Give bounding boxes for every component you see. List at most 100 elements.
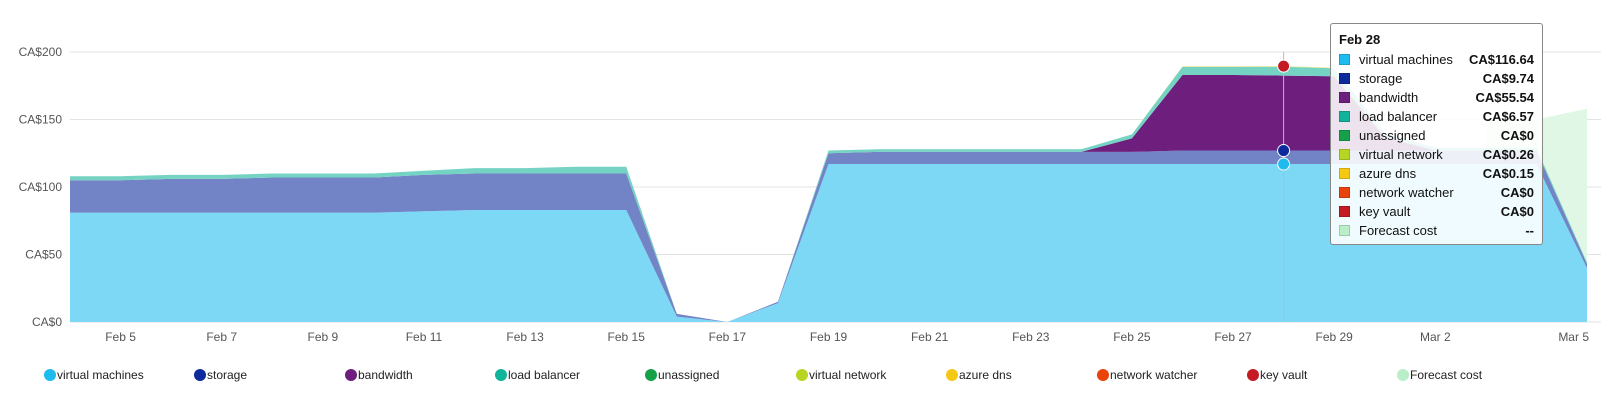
tooltip-series-name: storage — [1359, 71, 1403, 86]
legend-swatch — [194, 369, 206, 381]
x-tick-label: Feb 7 — [206, 330, 237, 344]
tooltip-series-value: -- — [1525, 223, 1534, 238]
tooltip-row: key vault CA$0 — [1339, 202, 1534, 221]
tooltip-series-name: network watcher — [1359, 185, 1454, 200]
legend-swatch — [44, 369, 56, 381]
tooltip-swatch — [1339, 73, 1350, 84]
x-tick-label: Feb 23 — [1012, 330, 1050, 344]
tooltip-row: network watcher CA$0 — [1339, 183, 1534, 202]
tooltip-row: unassigned CA$0 — [1339, 126, 1534, 145]
tooltip-series-value: CA$0.15 — [1482, 166, 1534, 181]
tooltip-swatch — [1339, 206, 1350, 217]
tooltip-series-value: CA$9.74 — [1482, 71, 1534, 86]
x-tick-label: Feb 25 — [1113, 330, 1151, 344]
tooltip-row: virtual machines CA$116.64 — [1339, 50, 1534, 69]
legend-swatch — [1097, 369, 1109, 381]
legend-item-bandwidth[interactable]: bandwidth — [345, 368, 413, 382]
tooltip-series-name: azure dns — [1359, 166, 1417, 181]
tooltip-row: storage CA$9.74 — [1339, 69, 1534, 88]
x-tick-label: Mar 5 — [1558, 330, 1589, 344]
tooltip-swatch — [1339, 54, 1350, 65]
x-tick-label: Feb 19 — [810, 330, 848, 344]
legend-swatch — [946, 369, 958, 381]
tooltip-series-value: CA$6.57 — [1482, 109, 1534, 124]
tooltip-swatch — [1339, 111, 1350, 122]
series-area-virtual-machines — [70, 164, 1587, 322]
legend-label: unassigned — [658, 368, 720, 382]
tooltip-series-name: load balancer — [1359, 109, 1438, 124]
legend-label: storage — [207, 368, 248, 382]
x-tick-label: Feb 15 — [608, 330, 646, 344]
tooltip-swatch — [1339, 92, 1350, 103]
legend-item-unassigned[interactable]: unassigned — [645, 368, 719, 382]
tooltip-row: Forecast cost -- — [1339, 221, 1534, 240]
x-tick-label: Feb 27 — [1214, 330, 1252, 344]
legend-item-load-balancer[interactable]: load balancer — [495, 368, 580, 382]
tooltip-series-name: virtual machines — [1359, 52, 1453, 67]
tooltip-row: virtual network CA$0.26 — [1339, 145, 1534, 164]
tooltip-row: azure dns CA$0.15 — [1339, 164, 1534, 183]
legend-label: Forecast cost — [1410, 368, 1483, 382]
legend-item-forecast-cost[interactable]: Forecast cost — [1397, 368, 1482, 382]
y-tick-label: CA$0 — [32, 315, 62, 329]
legend-item-virtual-machines[interactable]: virtual machines — [44, 368, 144, 382]
tooltip-row: bandwidth CA$55.54 — [1339, 88, 1534, 107]
tooltip-series-value: CA$0 — [1500, 204, 1534, 219]
chart-legend: virtual machines storage bandwidth load bal… — [0, 368, 1609, 388]
x-tick-label: Feb 29 — [1315, 330, 1353, 344]
x-tick-label: Feb 13 — [506, 330, 544, 344]
legend-swatch — [345, 369, 357, 381]
legend-label: key vault — [1260, 368, 1308, 382]
series-area-storage — [70, 150, 1587, 322]
tooltip-swatch — [1339, 130, 1350, 141]
hover-marker-storage — [1277, 144, 1291, 158]
legend-label: virtual machines — [57, 368, 144, 382]
x-tick-label: Feb 21 — [911, 330, 949, 344]
legend-swatch — [1247, 369, 1259, 381]
tooltip-series-value: CA$0.26 — [1482, 147, 1534, 162]
x-tick-label: Feb 5 — [105, 330, 136, 344]
tooltip-swatch — [1339, 168, 1350, 179]
y-tick-label: CA$150 — [19, 113, 63, 127]
legend-swatch — [495, 369, 507, 381]
tooltip-series-value: CA$0 — [1500, 185, 1534, 200]
tooltip-swatch — [1339, 187, 1350, 198]
tooltip-series-name: key vault — [1359, 204, 1411, 219]
legend-label: azure dns — [959, 368, 1012, 382]
legend-item-key-vault[interactable]: key vault — [1247, 368, 1307, 382]
tooltip-swatch — [1339, 149, 1350, 160]
hover-marker-virtual-machines — [1277, 157, 1291, 171]
legend-item-network-watcher[interactable]: network watcher — [1097, 368, 1197, 382]
y-tick-label: CA$200 — [19, 45, 63, 59]
y-tick-label: CA$100 — [19, 180, 63, 194]
x-tick-label: Mar 2 — [1420, 330, 1451, 344]
x-tick-label: Feb 17 — [709, 330, 747, 344]
tooltip-series-value: CA$55.54 — [1475, 90, 1534, 105]
tooltip-series-name: bandwidth — [1359, 90, 1419, 105]
series-area-bandwidth — [70, 74, 1587, 322]
tooltip-series-name: Forecast cost — [1359, 223, 1438, 238]
legend-label: bandwidth — [358, 368, 413, 382]
x-tick-label: Feb 11 — [406, 330, 443, 344]
x-tick-label: Feb 9 — [307, 330, 338, 344]
legend-swatch — [1397, 369, 1409, 381]
legend-item-storage[interactable]: storage — [194, 368, 247, 382]
legend-label: virtual network — [809, 368, 887, 382]
tooltip-swatch — [1339, 225, 1350, 236]
tooltip-series-value: CA$116.64 — [1468, 52, 1534, 67]
tooltip-series-value: CA$0 — [1500, 128, 1534, 143]
legend-label: network watcher — [1110, 368, 1198, 382]
tooltip-date: Feb 28 — [1339, 32, 1381, 47]
tooltip-row: load balancer CA$6.57 — [1339, 107, 1534, 126]
tooltip-series-name: unassigned — [1359, 128, 1426, 143]
legend-item-virtual-network[interactable]: virtual network — [796, 368, 886, 382]
legend-label: load balancer — [508, 368, 581, 382]
hover-tooltip: Feb 28 virtual machines CA$116.64 storage C… — [1330, 23, 1543, 245]
y-tick-label: CA$50 — [25, 248, 62, 262]
legend-swatch — [645, 369, 657, 381]
hover-marker-key-vault — [1277, 59, 1291, 73]
legend-swatch — [796, 369, 808, 381]
legend-item-azure-dns[interactable]: azure dns — [946, 368, 1012, 382]
tooltip-rows: virtual machines CA$116.64 storage CA$9.74 b… — [1339, 50, 1534, 240]
tooltip-series-name: virtual network — [1359, 147, 1443, 162]
